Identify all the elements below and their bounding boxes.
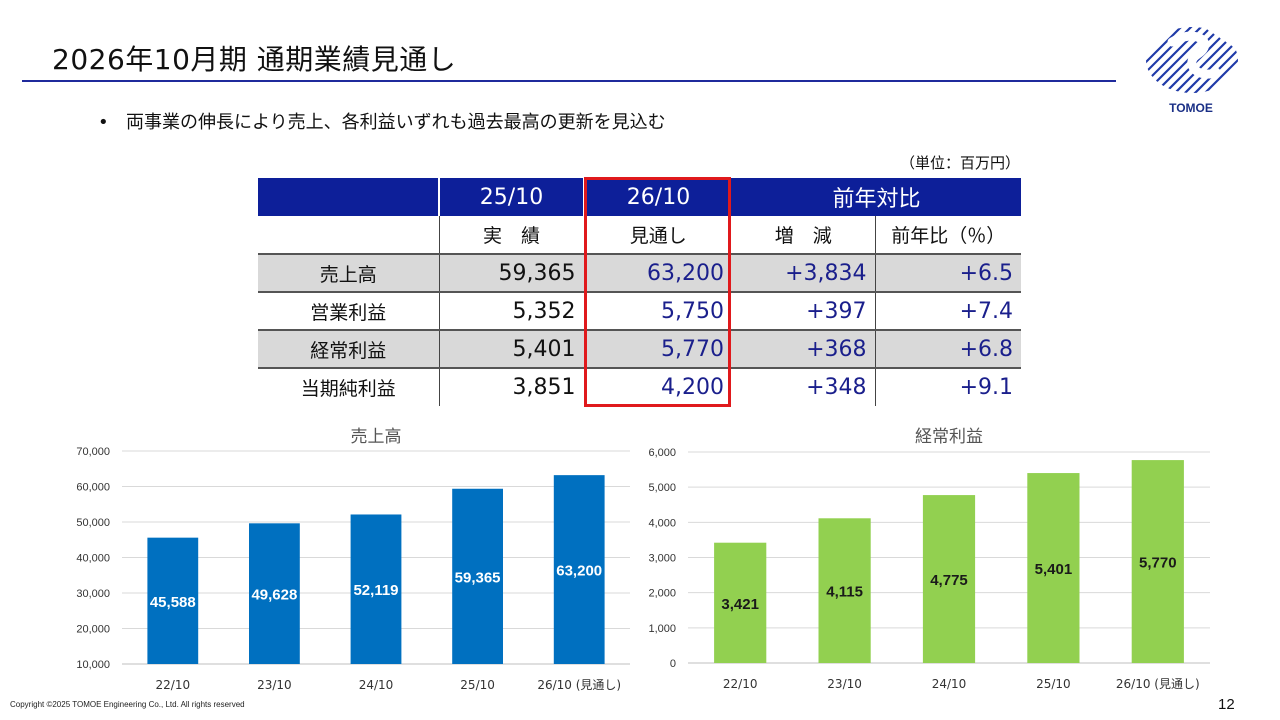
company-logo-icon [1146, 27, 1238, 93]
data-label: 52,119 [353, 582, 398, 599]
bar [1131, 460, 1184, 663]
cell-actual: 59,365 [439, 254, 585, 292]
x-tick-label: 23/10 [827, 677, 862, 691]
cell-actual: 5,352 [439, 292, 585, 330]
chart-title: 売上高 [351, 427, 402, 447]
cell-ratio: +6.5 [875, 254, 1021, 292]
header-2610: 26/10 [584, 178, 732, 216]
cell-change: +348 [732, 368, 876, 406]
cell-ratio: +9.1 [959, 375, 1013, 400]
bar [452, 488, 503, 664]
y-tick-label: 40,000 [76, 553, 110, 565]
bar [922, 495, 976, 663]
header-2510: 25/10 [439, 178, 585, 216]
data-label: 49,628 [251, 587, 297, 604]
data-label: 4,775 [930, 572, 968, 589]
data-label: 4,115 [826, 584, 863, 601]
x-tick-label: 22/10 [723, 677, 758, 691]
page-number: 12 [1218, 696, 1235, 713]
bar [1027, 473, 1080, 663]
bullet-dot: • [98, 112, 109, 133]
x-tick-label: 24/10 [359, 678, 394, 692]
x-tick-label: 25/10 [1036, 677, 1071, 691]
bar [553, 475, 605, 664]
y-tick-label: 60,000 [76, 482, 110, 494]
logo-wordmark: TOMOE [1169, 101, 1213, 115]
x-tick-label: 22/10 [156, 678, 191, 692]
copyright: Copyright ©2025 TOMOE Engineering Co., L… [10, 700, 245, 709]
y-tick-label: 4,000 [648, 517, 676, 529]
data-label: 5,401 [1035, 561, 1073, 578]
y-tick-label: 30,000 [76, 588, 110, 600]
title-rule [22, 80, 1116, 82]
data-label: 45,588 [150, 594, 196, 611]
subheader-change: 増 減 [732, 216, 876, 255]
x-tick-label: 23/10 [257, 678, 292, 692]
x-tick-label: 26/10 (見通し) [1116, 677, 1200, 691]
sales-chart: 売上高 10,000 20,000 30,000 40,000 50,000 60,000 7… [60, 420, 650, 700]
cell-forecast: 4,200 [661, 375, 724, 400]
page-title: 2026年10月期 通期業績見通し [52, 43, 457, 76]
subheader-blank [258, 216, 440, 255]
table-sub-header: 実 績 見通し 増 減 前年比（％） [258, 216, 1021, 255]
x-tick-label: 26/10 (見通し) [537, 678, 621, 692]
row-label: 経常利益 [258, 330, 440, 368]
row-label: 売上高 [258, 254, 440, 292]
subheader-actual: 実 績 [439, 216, 585, 255]
header-blank [258, 178, 440, 216]
table-row: 営業利益 5,352 5,750 +397 +7.4 [258, 292, 1021, 330]
row-label: 営業利益 [258, 292, 440, 330]
cell-change: +368 [732, 330, 876, 368]
data-label: 63,200 [556, 563, 602, 580]
y-tick-label: 70,000 [76, 446, 110, 458]
y-tick-label: 1,000 [648, 623, 676, 635]
cell-actual: 5,401 [439, 330, 585, 368]
table-group-header: 25/10 26/10 前年対比 [258, 178, 1021, 216]
bar [147, 537, 199, 664]
data-label: 59,365 [455, 569, 501, 586]
y-tick-label: 10,000 [76, 659, 110, 671]
forecast-table: 25/10 26/10 前年対比 実 績 見通し 増 減 前年比（％） 売上高 … [258, 178, 1021, 406]
y-tick-label: 2,000 [648, 588, 676, 600]
x-tick-label: 24/10 [932, 677, 967, 691]
y-tick-label: 20,000 [76, 624, 110, 636]
unit-note: （単位：百万円） [900, 154, 1021, 172]
bar [714, 542, 767, 663]
x-tick-label: 25/10 [460, 678, 495, 692]
row-label: 当期純利益 [258, 368, 440, 406]
y-tick-label: 0 [670, 658, 676, 670]
table-row: 当期純利益 3,851 4,200 +348 +9.1 [258, 368, 1021, 406]
header-yoy: 前年対比 [732, 178, 1021, 216]
summary-bullet: • 両事業の伸長により売上、各利益いずれも過去最高の更新を見込む [98, 108, 666, 134]
y-tick-label: 3,000 [648, 553, 676, 565]
cell-actual: 3,851 [439, 368, 585, 406]
ordinary-profit-chart: 経常利益 0 1,000 2,000 3,000 4,000 5,000 6,000 3,421… [640, 420, 1230, 700]
bar [350, 514, 402, 664]
subheader-ratio: 前年比（％） [875, 216, 1021, 255]
cell-forecast: 5,750 [661, 298, 724, 324]
table-row: 売上高 59,365 63,200 +3,834 +6.5 [258, 254, 1021, 292]
cell-forecast: 5,770 [584, 330, 732, 368]
summary-text: 両事業の伸長により売上、各利益いずれも過去最高の更新を見込む [126, 112, 666, 133]
cell-ratio: +6.8 [875, 330, 1021, 368]
cell-forecast: 63,200 [584, 254, 732, 292]
data-label: 3,421 [721, 596, 759, 613]
y-tick-label: 50,000 [76, 517, 110, 529]
data-label: 5,770 [1139, 555, 1177, 572]
y-tick-label: 5,000 [648, 482, 676, 494]
cell-change: +3,834 [732, 254, 876, 292]
chart-title: 経常利益 [915, 427, 983, 447]
ordinary-profit-chart-svg: 経常利益 0 1,000 2,000 3,000 4,000 5,000 6,000 3,421… [648, 427, 1210, 691]
sales-chart-svg: 売上高 10,000 20,000 30,000 40,000 50,000 60,000 7… [76, 427, 630, 692]
bar [249, 523, 300, 664]
subheader-forecast: 見通し [584, 216, 732, 255]
cell-change: +397 [732, 292, 876, 330]
y-tick-label: 6,000 [648, 447, 676, 459]
cell-ratio: +7.4 [959, 298, 1013, 324]
table-row: 経常利益 5,401 5,770 +368 +6.8 [258, 330, 1021, 368]
bar [818, 518, 871, 663]
